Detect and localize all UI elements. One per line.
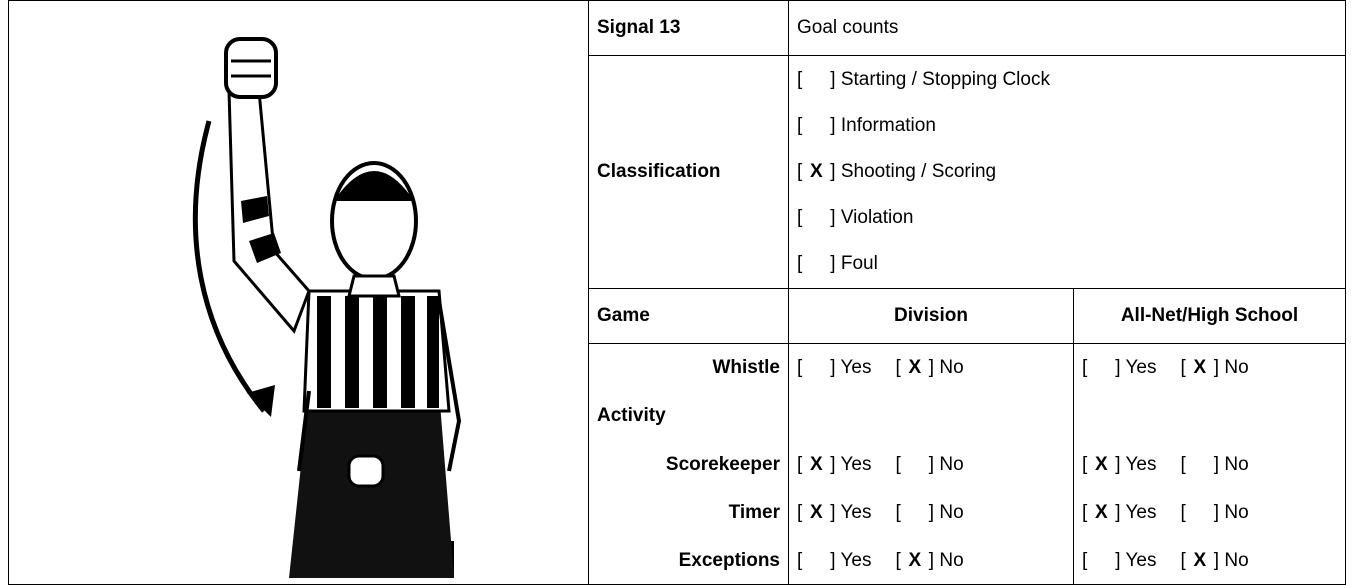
checkbox-label: Violation [830, 207, 913, 228]
checkbox-label: No [929, 454, 964, 475]
column-header: Division [788, 287, 1074, 345]
checkbox: X Yes [1082, 502, 1157, 524]
signal-name: Goal counts [788, 0, 1346, 57]
figure-cell [8, 0, 589, 585]
checkbox-label: Yes [1115, 550, 1156, 571]
check-mark: X [1094, 501, 1108, 523]
table-row: Exceptions Yes X No Yes X No [9, 537, 1346, 585]
option-cell: X Yes No [1073, 440, 1346, 489]
checkbox-label: Yes [830, 357, 871, 378]
checkbox-label: Yes [830, 454, 871, 475]
checkbox-label: No [1214, 550, 1249, 571]
table-row: Activity [9, 392, 1346, 441]
checkbox-label: Yes [1115, 454, 1156, 475]
option-cell: Yes X No [788, 343, 1074, 393]
row-label: Activity [588, 392, 789, 441]
checkbox-label: No [1214, 454, 1249, 475]
checkbox: Violation [797, 195, 913, 241]
checkbox: X No [896, 549, 964, 572]
check-mark: X [908, 357, 922, 379]
classification-option: X Shooting / Scoring [797, 149, 1337, 195]
check-mark: X [1193, 357, 1207, 379]
checkbox: No [1181, 502, 1249, 524]
classification-option: Foul [797, 241, 1337, 287]
checkbox: X No [896, 357, 964, 379]
classification-option: Starting / Stopping Clock [797, 57, 1337, 103]
checkbox-label: Yes [1115, 502, 1156, 523]
checkbox: X No [1181, 549, 1249, 572]
checkbox-label: Information [830, 115, 936, 136]
checkbox-label: No [929, 502, 964, 523]
checkbox: X Shooting / Scoring [797, 149, 996, 195]
checkbox: Yes [1082, 357, 1156, 379]
checkbox-label: Yes [1115, 357, 1156, 378]
option-cell [788, 392, 1074, 441]
classification-label: Classification [588, 55, 789, 289]
check-mark: X [1193, 549, 1207, 571]
checkbox: X Yes [797, 502, 872, 524]
checkbox: X No [1181, 357, 1249, 379]
checkbox: No [896, 502, 964, 524]
option-cell: X Yes No [788, 440, 1074, 489]
option-cell: X Yes No [788, 488, 1074, 538]
check-mark: X [809, 161, 823, 183]
row-label: Whistle [588, 343, 789, 393]
option-cell: Yes X No [1073, 343, 1346, 393]
option-cell: X Yes No [1073, 488, 1346, 538]
checkbox-label: No [1214, 502, 1249, 523]
classification-option: Information [797, 103, 1337, 149]
table-row: Whistle Yes X No Yes X No [9, 343, 1346, 393]
checkbox: Foul [797, 241, 878, 287]
checkbox-label: Shooting / Scoring [830, 161, 996, 182]
option-cell [1073, 392, 1346, 441]
check-mark: X [809, 501, 823, 523]
column-header: Game [588, 287, 789, 345]
checkbox-label: Foul [830, 253, 878, 274]
column-header: All-Net/High School [1073, 287, 1346, 345]
checkbox: Yes [797, 550, 871, 572]
checkbox-label: Yes [830, 502, 871, 523]
check-mark: X [1094, 453, 1108, 475]
checkbox-label: Yes [830, 550, 871, 571]
classification-option: Violation [797, 195, 1337, 241]
checkbox: No [1181, 454, 1249, 476]
checkbox: No [896, 454, 964, 476]
signal-label: Signal 13 [588, 0, 789, 57]
check-mark: X [809, 453, 823, 475]
checkbox: Information [797, 103, 936, 149]
checkbox: Yes [797, 357, 871, 379]
row-label: Timer [588, 488, 789, 538]
checkbox: Yes [1082, 550, 1156, 572]
classification-options: Starting / Stopping Clock Information X Sho… [788, 55, 1346, 289]
checkbox: X Yes [797, 454, 872, 476]
checkbox: X Yes [1082, 454, 1157, 476]
checkbox: Starting / Stopping Clock [797, 57, 1050, 103]
check-mark: X [908, 549, 922, 571]
checkbox-label: No [929, 550, 964, 571]
checkbox-label: No [929, 357, 964, 378]
row-label: Exceptions [588, 537, 789, 585]
signal-table: Signal 13 Goal counts Classification Sta… [8, 0, 1346, 585]
checkbox-label: No [1214, 357, 1249, 378]
option-cell: Yes X No [1073, 537, 1346, 585]
table-row: Scorekeeper X Yes No X Yes No [9, 440, 1346, 489]
table-row: Timer X Yes No X Yes No [9, 488, 1346, 538]
referee-illustration [192, 37, 462, 578]
option-cell: Yes X No [788, 537, 1074, 585]
checkbox-label: Starting / Stopping Clock [830, 69, 1050, 90]
row-label: Scorekeeper [588, 440, 789, 489]
